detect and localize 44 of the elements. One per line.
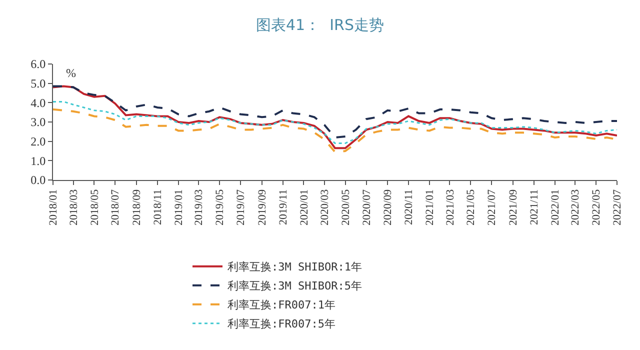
x-tick-label: 2022/05 [590,188,603,226]
x-tick-label: 2018/09 [131,188,144,226]
x-tick-label: 2021/01 [424,189,436,226]
chart-title: 图表41： IRS走势 [256,16,384,34]
y-tick-label: 4.0 [30,96,46,110]
x-tick-label: 2021/09 [507,188,520,226]
x-tick-label: 2020/07 [360,188,373,226]
x-tick-label: 2019/01 [172,189,185,226]
x-tick-label: 2020/11 [403,189,416,226]
line-series [53,85,617,138]
y-tick-label: 0.0 [30,173,46,188]
x-tick-label: 2019/03 [193,188,206,226]
x-tick-label: 2020/09 [382,188,394,226]
x-tick-label: 2019/07 [235,188,248,226]
legend-label: 利率互换:3M SHIBOR:5年 [228,280,362,293]
y-tick-label: 1.0 [30,154,46,168]
x-tick-label: 2019/05 [214,188,226,226]
line-series [53,100,617,144]
x-tick-label: 2022/07 [612,188,624,226]
x-tick-label: 2021/11 [528,189,540,226]
y-tick-label: 3.0 [30,115,46,130]
x-tick-label: 2018/11 [152,189,164,226]
legend-label: 利率互换:FR007:1年 [228,298,336,312]
x-tick-label: 2021/05 [465,188,478,226]
y-tick-label: 5.0 [30,76,46,91]
x-tick-label: 2021/07 [486,188,498,226]
y-axis-title: % [66,66,76,80]
x-tick-label: 2019/11 [277,189,290,226]
y-tick-label: 6.0 [30,57,46,72]
x-tick-label: 2022/01 [549,189,562,226]
x-tick-label: 2018/03 [68,188,80,226]
x-tick-label: 2019/09 [256,188,268,226]
x-tick-label: 2020/05 [340,188,352,226]
legend-label: 利率互换:FR007:5年 [228,318,336,331]
x-tick-label: 2018/07 [110,188,122,226]
legend-label: 利率互换:3M SHIBOR:1年 [228,260,362,274]
line-series [53,85,617,150]
x-tick-label: 2022/03 [570,188,582,226]
y-tick-label: 2.0 [30,134,46,149]
x-tick-label: 2020/03 [318,188,331,226]
x-tick-label: 2021/03 [444,188,456,226]
x-tick-label: 2020/01 [298,189,310,226]
x-tick-label: 2018/01 [48,189,60,226]
x-tick-label: 2018/05 [88,188,101,226]
